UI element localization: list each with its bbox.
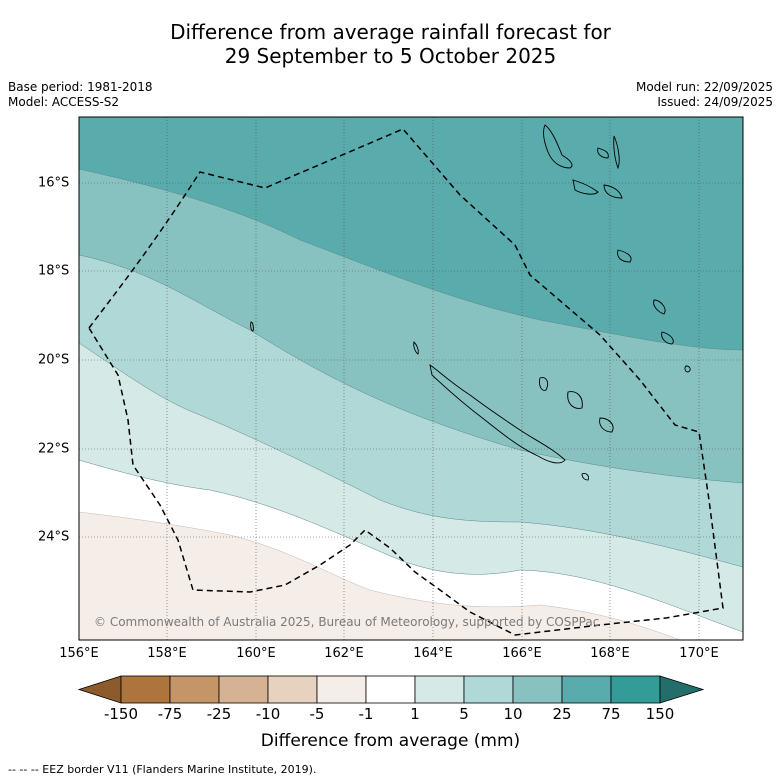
base-period: Base period: 1981-2018 [8,80,153,94]
title-line-2: 29 September to 5 October 2025 [224,44,557,68]
copyright-notice: © Commonwealth of Australia 2025, Bureau… [94,615,600,629]
x-tick-label: 160°E [236,646,276,661]
eez-legend-note: -- -- -- EEZ border V11 (Flanders Marine… [8,763,317,776]
y-tick-label: 16°S [38,175,70,191]
meta-right: Model run: 22/09/2025 Issued: 24/09/2025 [636,80,773,110]
map-title: Difference from average rainfall forecas… [0,20,781,68]
band-m5-m1 [79,511,681,640]
colorbar-label: 75 [601,705,621,723]
model-name: Model: ACCESS-S2 [8,95,120,109]
x-tick-label: 162°E [324,646,364,661]
colorbar-label: 1 [410,705,420,723]
colorbar-label: -5 [309,705,325,723]
colorbar-swatch [610,675,661,704]
x-tick-label: 170°E [679,646,719,661]
colorbar-extend-low [77,675,122,704]
vanuatu-espiritu-santo [543,124,573,169]
colorbar-label: -1 [358,705,374,723]
colorbar-label: -75 [157,705,183,723]
colorbar-label: 5 [459,705,469,723]
vanuatu-erromango [617,249,632,263]
coastlines [250,124,691,481]
vanuatu-malekula [572,179,599,195]
vanuatu-ambrym [603,184,623,199]
colorbar-swatch [120,675,171,704]
colorbar-swatch [365,675,416,704]
model-run: Model run: 22/09/2025 [635,80,773,94]
colorbar-extend-high [659,675,705,704]
vanuatu-aneityum [661,331,674,345]
colorbar-swatch [414,675,465,704]
loyalty-island-ouvea [539,377,549,391]
colorbar-title: Difference from average (mm) [260,731,521,751]
graticule [79,117,743,640]
colorbar-label: 150 [645,705,675,723]
map-frame [78,116,744,641]
x-tick-label: 166°E [502,646,542,661]
y-tick-label: 18°S [38,263,70,279]
loyalty-island-mare [599,417,614,433]
new-caledonia-island [429,363,566,464]
y-tick-label: 20°S [38,352,70,368]
x-tick-label: 164°E [413,646,453,661]
contour-bands [79,117,743,640]
y-tick-label: 22°S [38,441,70,457]
isle-of-pines [581,473,589,481]
meta-left: Base period: 1981-2018 Model: ACCESS-S2 [8,80,153,110]
colorbar-label: -25 [206,705,232,723]
x-tick-label: 168°E [590,646,630,661]
colorbar-swatch [463,675,514,704]
colorbar-label: -150 [103,705,139,723]
x-tick-label: 156°E [59,646,99,661]
vanuatu-efate [597,147,609,159]
colorbar-label: -10 [255,705,281,723]
matthew-island [684,365,691,373]
colorbar-swatch [512,675,563,704]
issued-date: Issued: 24/09/2025 [657,95,773,109]
x-tick-label: 158°E [147,646,187,661]
vanuatu-pentecost [613,135,620,170]
loyalty-island-lifou [567,391,583,409]
colorbar-swatch [169,675,220,704]
vanuatu-tanna [653,299,666,315]
colorbar-swatch [316,675,367,704]
belep-islands [413,341,419,355]
colorbar-swatch [218,675,269,704]
colorbar-swatches [77,675,705,704]
colorbar-swatch [561,675,612,704]
title-line-1: Difference from average rainfall forecas… [170,20,611,44]
colorbar-label: 10 [503,705,523,723]
colorbar-swatch [267,675,318,704]
y-tick-label: 24°S [38,529,70,545]
chesterfield-reef [250,321,254,332]
colorbar-label: 25 [552,705,572,723]
